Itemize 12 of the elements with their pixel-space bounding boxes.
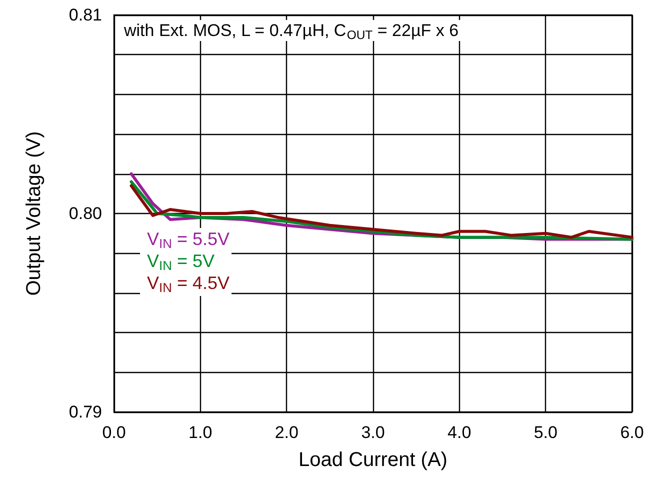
x-tick-label: 5.0: [534, 423, 558, 442]
x-tick-label: 0.0: [102, 423, 126, 442]
x-axis-title: Load Current (A): [298, 449, 448, 471]
x-tick-label: 4.0: [448, 423, 472, 442]
x-tick-label: 2.0: [274, 423, 298, 442]
x-tick-label: 1.0: [188, 423, 212, 442]
y-axis-title: Output Voltage (V): [23, 131, 45, 296]
x-tick-label: 6.0: [620, 423, 644, 442]
y-tick-label: 0.81: [68, 6, 102, 24]
y-tick-label: 0.79: [68, 402, 102, 422]
x-tick-label: 3.0: [361, 423, 385, 442]
y-tick-label: 0.80: [68, 204, 102, 223]
